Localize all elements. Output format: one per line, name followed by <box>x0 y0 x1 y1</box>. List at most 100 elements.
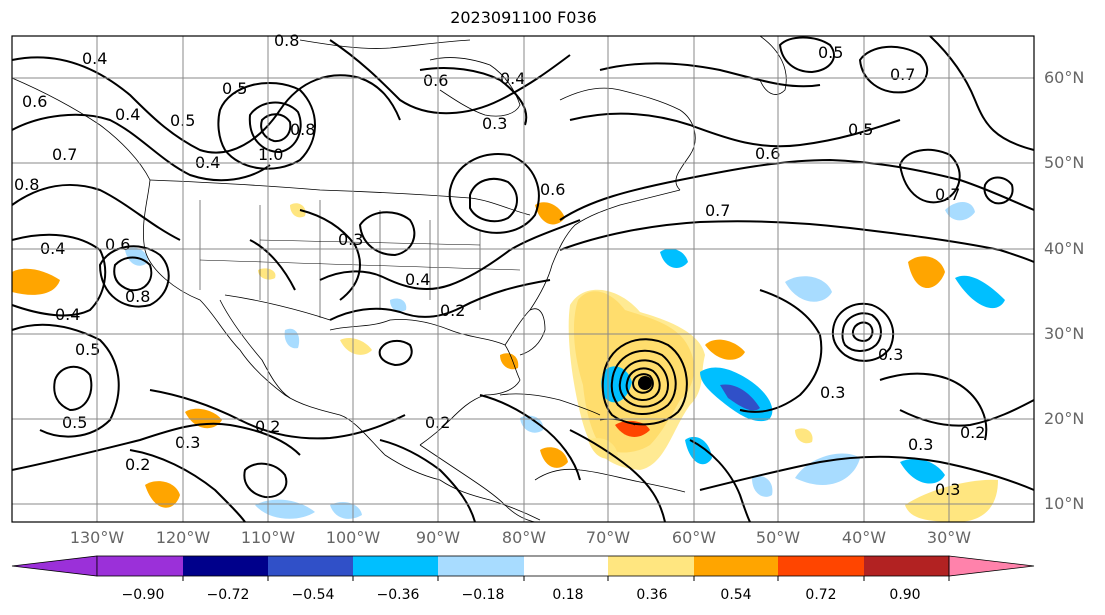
lat-label: 60°N <box>1044 68 1085 87</box>
lon-label: 130°W <box>69 528 125 547</box>
contour-ring <box>898 148 961 204</box>
contour-label: 0.6 <box>755 144 780 163</box>
contour-label: 0.4 <box>82 49 107 68</box>
contour-ring <box>243 462 288 499</box>
contour-label: 0.6 <box>540 180 565 199</box>
contour-label: 0.2 <box>125 455 150 474</box>
contour-line <box>11 184 181 241</box>
shade-negative-caribbean <box>685 436 712 465</box>
lon-label: 80°W <box>501 528 547 547</box>
colorbar-extend-min <box>11 555 98 577</box>
shade-negative-pacific4 <box>284 328 300 349</box>
contour-label: 0.6 <box>105 235 130 254</box>
coast-north-america-west <box>11 77 541 521</box>
colorbar-bin <box>438 556 524 576</box>
storm-ring <box>601 338 688 426</box>
contour-line <box>129 449 246 523</box>
contour-ring <box>260 113 292 143</box>
contour-line <box>11 56 401 154</box>
contour-line <box>899 399 1035 427</box>
colorbar-bin <box>864 556 949 576</box>
contour-ring <box>217 82 316 170</box>
storm-center <box>638 376 652 390</box>
contour-line <box>479 394 581 481</box>
contour-line <box>11 113 271 182</box>
contour-line <box>319 219 581 290</box>
lon-label: 50°W <box>755 528 801 547</box>
contour-label: 0.3 <box>878 345 903 364</box>
contour-line <box>249 239 296 291</box>
contour-ring <box>113 256 153 292</box>
contour-line <box>379 439 476 523</box>
colorbar-bin <box>778 556 864 576</box>
lon-label: 100°W <box>325 528 381 547</box>
shade-positive-gulf <box>340 338 372 355</box>
contour-label: 0.7 <box>705 201 730 220</box>
contour-label: 0.5 <box>818 43 843 62</box>
contour-label: 0.7 <box>52 145 77 164</box>
contour-line <box>299 209 361 301</box>
contour-ring <box>778 36 835 74</box>
contour-ring <box>248 101 302 154</box>
shade-negative-pacific2 <box>255 499 315 519</box>
shade-positive-atl-ne <box>908 256 945 289</box>
shade-negative-southeast2 <box>900 458 945 484</box>
shade-negative-misc2 <box>752 475 773 497</box>
contour-ring <box>378 339 413 367</box>
shade-positive-west-coast <box>12 268 60 295</box>
contour-label: 0.7 <box>935 185 960 204</box>
lon-label: 60°W <box>671 528 717 547</box>
lon-label: 30°W <box>926 528 972 547</box>
contour-label: 0.6 <box>22 92 47 111</box>
coast-central-america <box>419 444 536 523</box>
contour-ring <box>98 245 170 308</box>
contour-label: 0.7 <box>890 65 915 84</box>
lat-label: 50°N <box>1044 153 1085 172</box>
colorbar <box>11 555 1035 581</box>
contour-ring <box>831 302 895 362</box>
contour-label: 0.2 <box>440 301 465 320</box>
lon-label: 110°W <box>240 528 296 547</box>
contour-label: 0.3 <box>935 480 960 499</box>
contour-label: 0.3 <box>908 435 933 454</box>
contour-label: 1.0 <box>258 145 283 164</box>
contour-label: 0.3 <box>338 230 363 249</box>
shade-positive-pacific2 <box>145 481 180 508</box>
colorbar-bin <box>97 556 183 576</box>
figure-title: 2023091100 F036 <box>450 8 597 27</box>
shade-positive-caribbean <box>540 447 568 468</box>
coast-cuba <box>499 393 601 416</box>
storm-ring <box>631 373 654 394</box>
contour-label: 0.6 <box>423 71 448 90</box>
colorbar-label: 0.18 <box>552 587 584 603</box>
contour-line <box>559 158 1035 221</box>
contour-label: 0.8 <box>14 175 39 194</box>
colorbar-frame <box>96 555 950 577</box>
shade-negative-east-atl <box>785 276 832 302</box>
colorbar-label: 0.54 <box>720 587 752 603</box>
shade-negative-southeast <box>795 453 860 485</box>
coast-greenland <box>759 35 787 95</box>
shade-negative-storm <box>601 366 632 403</box>
shade-positive-canada <box>535 202 565 225</box>
contour-label: 0.4 <box>115 105 140 124</box>
contour-label: 0.4 <box>55 305 80 324</box>
lat-label: 40°N <box>1044 239 1085 258</box>
contour-line <box>739 289 823 413</box>
shade-positive-misc3 <box>795 428 813 444</box>
contour-line <box>419 67 528 126</box>
contour-label: 0.8 <box>290 120 315 139</box>
contour-line <box>149 389 406 440</box>
contour-line <box>599 62 821 88</box>
contour-ring <box>448 153 540 234</box>
colorbar-label: −0.54 <box>291 587 335 603</box>
contour-label: 0.4 <box>405 270 430 289</box>
colorbar-label: 0.90 <box>889 587 921 603</box>
us-mexico-border <box>224 294 331 321</box>
colorbar-label: 0.72 <box>805 587 837 603</box>
map-frame <box>11 35 1035 523</box>
contour-ring <box>983 176 1014 205</box>
contour-line <box>699 455 1035 491</box>
contour-label: 0.5 <box>222 79 247 98</box>
shade-positive-atl-se <box>905 479 998 522</box>
